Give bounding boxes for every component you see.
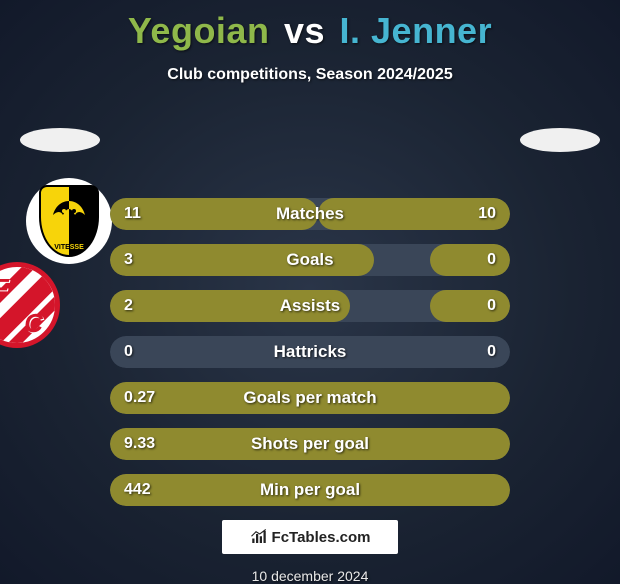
stat-label: Matches <box>110 198 510 230</box>
stat-label: Goals <box>110 244 510 276</box>
comparison-title: Yegoian vs I. Jenner <box>0 0 620 52</box>
eagle-icon <box>47 197 91 233</box>
stat-label: Assists <box>110 290 510 322</box>
chart-icon <box>250 528 268 546</box>
vs-label: vs <box>284 10 325 51</box>
stat-row: 9.33Shots per goal <box>110 428 510 460</box>
date-text: 10 december 2024 <box>0 568 620 584</box>
player1-silhouette <box>20 128 100 152</box>
vitesse-shield: VITESSE <box>39 185 99 257</box>
stat-row: 00Hattricks <box>110 336 510 368</box>
stat-label: Goals per match <box>110 382 510 414</box>
stats-container: 1110Matches 30Goals 20Assists 00Hattricks 0.… <box>110 198 510 506</box>
stat-row: 0.27Goals per match <box>110 382 510 414</box>
stat-label: Hattricks <box>110 336 510 368</box>
subtitle: Club competitions, Season 2024/2025 <box>0 66 620 84</box>
vitesse-text-left: VITE <box>54 244 70 251</box>
player1-name: Yegoian <box>128 10 270 51</box>
vitesse-text-right: SSE <box>70 244 84 251</box>
stat-row: 20Assists <box>110 290 510 322</box>
stat-label: Shots per goal <box>110 428 510 460</box>
branding-badge: FcTables.com <box>222 520 398 554</box>
utrecht-badge: F C <box>0 262 60 348</box>
vitesse-text: VITESSE <box>41 244 97 251</box>
stat-row: 1110Matches <box>110 198 510 230</box>
player2-silhouette <box>520 128 600 152</box>
player2-name: I. Jenner <box>340 10 493 51</box>
stat-row: 30Goals <box>110 244 510 276</box>
utrecht-letter-c: C <box>24 308 43 339</box>
brand-text: FcTables.com <box>272 529 371 546</box>
stat-label: Min per goal <box>110 474 510 506</box>
stat-row: 442Min per goal <box>110 474 510 506</box>
utrecht-letter-f: F <box>0 273 9 304</box>
vitesse-badge: VITESSE <box>26 178 112 264</box>
